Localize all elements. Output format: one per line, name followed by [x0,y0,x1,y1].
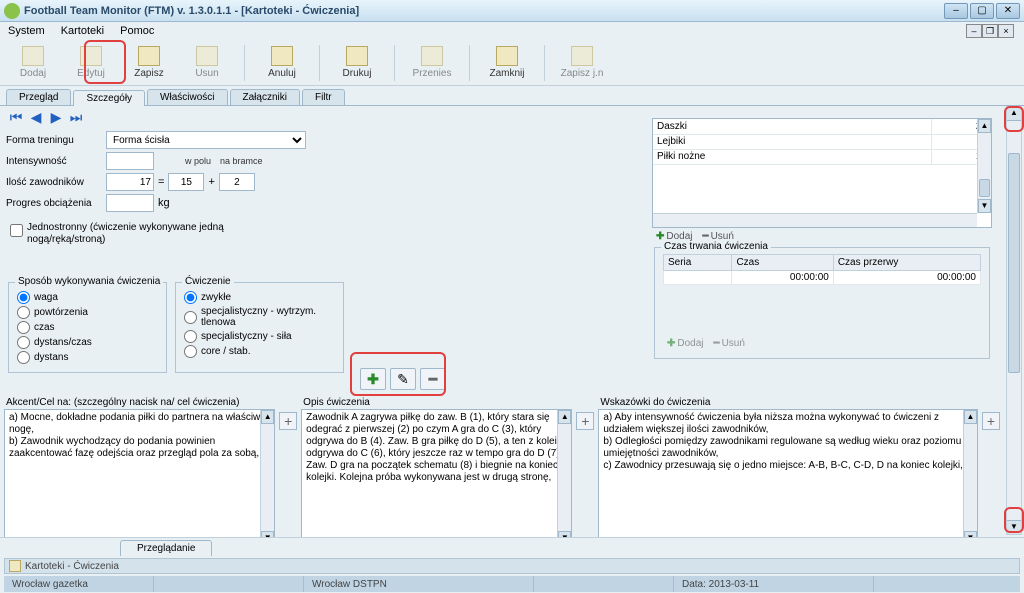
plus-icon: ✚ [667,338,675,349]
status-bar: Wrocław gazetka Wrocław DSTPN Data: 2013… [4,576,1020,592]
tb-zapiszjn[interactable]: Zapisz j.n [555,42,609,84]
label-nabramce: na bramce [220,156,272,166]
tab-wlasciwosci[interactable]: Właściwości [147,89,227,105]
status-tab[interactable]: Przeglądanie [120,540,212,556]
menu-kartoteki[interactable]: Kartoteki [57,25,108,37]
mid-edit-button[interactable]: ✎ [390,368,416,390]
opis-textarea[interactable]: Zawodnik A zagrywa piłkę do zaw. B (1), … [301,409,572,546]
plus: + [208,176,214,188]
tab-przeglad[interactable]: Przegląd [6,89,71,105]
radio-dyst[interactable] [17,351,30,364]
radio-core[interactable] [184,345,197,358]
label-jednostronny: Jednostronny (ćwiczenie wykonywane jedną… [27,222,227,246]
label-wpolu: w polu [180,156,216,166]
tb-edytuj[interactable]: Edytuj [64,42,118,84]
time-remove[interactable]: ━Usuń [710,337,749,350]
akcent-textarea[interactable]: a) Mocne, dokładne podania piłki do part… [4,409,275,546]
pencil-icon: ✎ [397,371,409,388]
tb-usun[interactable]: Usun [180,42,234,84]
time-add[interactable]: ✚Dodaj [663,337,708,350]
radio-zwykle[interactable] [184,291,197,304]
folder-icon [9,560,21,572]
table-row: 00:00:0000:00:00 [664,271,981,285]
tab-szczegoly[interactable]: Szczegóły [73,90,145,106]
nav-next[interactable]: ▶ [46,108,66,126]
radio-specsila[interactable] [184,330,197,343]
tb-przenies[interactable]: Przenies [405,42,459,84]
radio-waga[interactable] [17,291,30,304]
radio-dystczas[interactable] [17,336,30,349]
input-ilosc-bramce[interactable] [219,173,255,191]
scrollbar-outer[interactable]: ▲ ▼ [1006,106,1022,535]
tb-dodaj[interactable]: Dodaj [6,42,60,84]
tb-zapisz[interactable]: Zapisz [122,42,176,84]
tab-zalaczniki[interactable]: Załączniki [230,89,300,105]
checkbox-jednostronny[interactable] [10,224,23,237]
minimize-button[interactable]: – [944,3,968,19]
table-row: Daszki20 [653,119,991,134]
table-row: Lejbiki7 [653,134,991,149]
input-ilosc-total[interactable] [106,173,154,191]
radio-spectlen[interactable] [184,311,197,324]
opis-add[interactable]: + [576,412,594,430]
window-title: Football Team Monitor (FTM) v. 1.3.0.1.1… [24,5,944,17]
status-breadcrumb: Kartoteki - Ćwiczenia [4,558,1020,574]
scrollbar-horizontal[interactable] [653,213,977,227]
minus-icon: ━ [429,371,437,388]
table-row: Piłki nożne15 [653,149,991,164]
plus-icon: ✚ [367,371,379,388]
nav-first[interactable]: ⏮ [6,108,26,126]
scrollbar-vertical[interactable]: ▲▼ [963,410,977,545]
label-intens: Intensywność [6,156,102,167]
time-grid[interactable]: SeriaCzasCzas przerwy 00:00:0000:00:00 [663,254,981,285]
wskazowki-add[interactable]: + [982,412,1000,430]
scrollbar-vertical[interactable]: ▲▼ [557,410,571,545]
mid-add-button[interactable]: ✚ [360,368,386,390]
input-intens[interactable] [106,152,154,170]
wskazowki-textarea[interactable]: a) Aby intensywność ćwiczenia była niższ… [598,409,978,546]
select-forma[interactable]: Forma ścisła [106,131,306,149]
legend-opis: Opis ćwiczenia [301,396,572,409]
maximize-button[interactable]: ▢ [970,3,994,19]
scrollbar-vertical[interactable]: ▲▼ [260,410,274,545]
label-kg: kg [158,197,170,209]
menu-pomoc[interactable]: Pomoc [116,25,158,37]
menu-system[interactable]: System [4,25,49,37]
minus-icon: ━ [714,338,720,349]
mdi-close[interactable]: × [998,24,1014,38]
label-ilosc: Ilość zawodników [6,177,102,188]
eq: = [158,176,164,188]
close-button[interactable]: ✕ [996,3,1020,19]
legend-akcent: Akcent/Cel na: (szczególny nacisk na/ ce… [4,396,275,409]
radio-powt[interactable] [17,306,30,319]
mdi-minimize[interactable]: – [966,24,982,38]
nav-last[interactable]: ⏭ [66,108,86,126]
label-progres: Progres obciążenia [6,198,102,209]
legend-cwiczenie: Ćwiczenie [182,276,234,287]
legend-czas: Czas trwania ćwiczenia [661,241,771,252]
tb-anuluj[interactable]: Anuluj [255,42,309,84]
mid-remove-button[interactable]: ━ [420,368,446,390]
app-icon [4,3,20,19]
legend-wskazowki: Wskazówki do ćwiczenia [598,396,978,409]
input-progres[interactable] [106,194,154,212]
radio-czas[interactable] [17,321,30,334]
nav-prev[interactable]: ◀ [26,108,46,126]
akcent-add[interactable]: + [279,412,297,430]
scrollbar-vertical[interactable]: ▲▼ [977,119,991,213]
tb-drukuj[interactable]: Drukuj [330,42,384,84]
input-ilosc-polu[interactable] [168,173,204,191]
tb-zamknij[interactable]: Zamknij [480,42,534,84]
tab-filtr[interactable]: Filtr [302,89,345,105]
equipment-grid[interactable]: Daszki20 Lejbiki7 Piłki nożne15 ▲▼ [652,118,992,228]
legend-sposob: Sposób wykonywania ćwiczenia [15,276,163,287]
mdi-restore[interactable]: ❐ [982,24,998,38]
label-forma: Forma treningu [6,135,102,146]
